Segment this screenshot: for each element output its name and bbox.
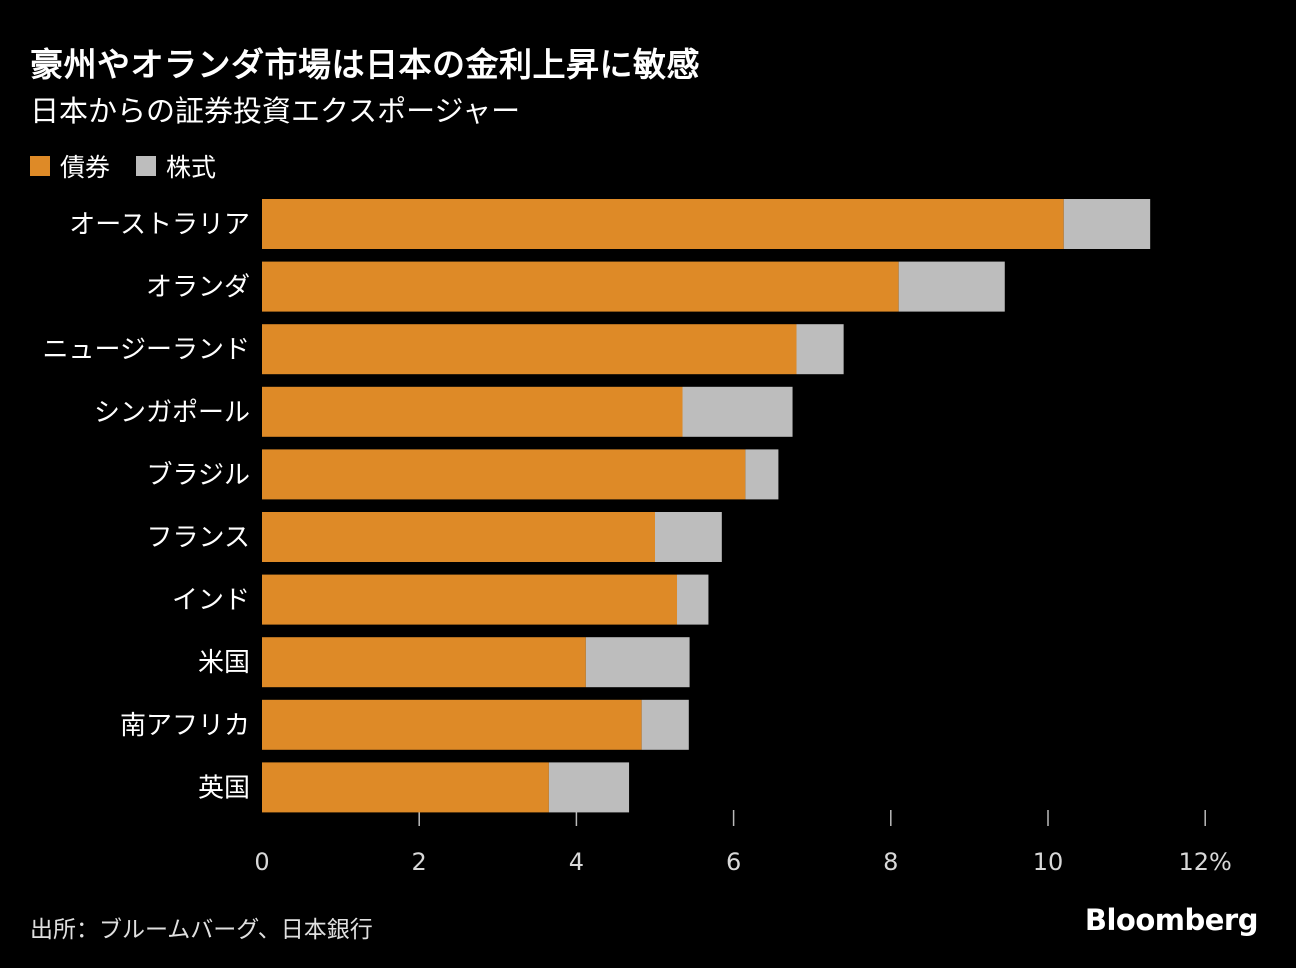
equity-bar: [655, 512, 722, 562]
x-tick-label: 0: [254, 848, 269, 876]
bond-bar: [262, 449, 746, 500]
bond-bar: [262, 199, 1064, 249]
equity-bar: [898, 261, 1005, 312]
x-tick-label: 4: [569, 848, 584, 876]
bond-bar: [262, 324, 797, 375]
x-tick-label: 8: [883, 848, 898, 876]
bond-bar: [262, 386, 683, 437]
category-label: フランス: [147, 523, 250, 553]
category-label: ブラジル: [147, 460, 250, 490]
bond-bar: [262, 261, 899, 312]
chart-subtitle: 日本からの証券投資エクスポージャー: [30, 94, 521, 128]
category-label: インド: [172, 586, 250, 616]
legend-item-equities: 株式: [136, 148, 216, 184]
legend-swatch-bonds: [30, 156, 50, 176]
equity-bar: [796, 324, 844, 375]
legend: 債券 株式: [30, 148, 242, 184]
x-tick-label: 10: [1033, 848, 1064, 876]
legend-item-bonds: 債券: [30, 148, 110, 184]
bloomberg-logo: Bloomberg: [1084, 903, 1259, 937]
equity-bar: [585, 637, 690, 688]
bond-bar: [262, 699, 642, 750]
equity-bar: [641, 699, 689, 750]
x-tick-label: 12%: [1179, 848, 1232, 876]
x-tick-label: 2: [412, 848, 427, 876]
equity-bar: [1063, 199, 1151, 249]
equity-bar: [745, 449, 779, 500]
legend-label-equities: 株式: [166, 153, 217, 182]
bond-bar: [262, 762, 549, 813]
legend-swatch-equities: [136, 156, 157, 176]
category-label: シンガポール: [94, 398, 250, 428]
bond-bar: [262, 574, 678, 625]
category-label: ニュージーランド: [43, 335, 250, 365]
bond-bar: [262, 637, 586, 688]
equity-bar: [682, 386, 793, 437]
x-tick-label: 6: [726, 848, 741, 876]
source-note: 出所：ブルームバーグ、日本銀行: [30, 917, 373, 943]
category-label: 英国: [198, 773, 250, 803]
equity-bar: [677, 574, 709, 625]
category-label: オーストラリア: [69, 210, 250, 240]
equity-bar: [548, 762, 630, 813]
chart-title: 豪州やオランダ市場は日本の金利上昇に敏感: [30, 45, 700, 84]
category-label: 米国: [198, 648, 250, 678]
category-label: 南アフリカ: [120, 711, 250, 741]
legend-label-bonds: 債券: [60, 153, 111, 182]
bond-bar: [262, 512, 655, 562]
category-label: オランダ: [146, 273, 250, 303]
